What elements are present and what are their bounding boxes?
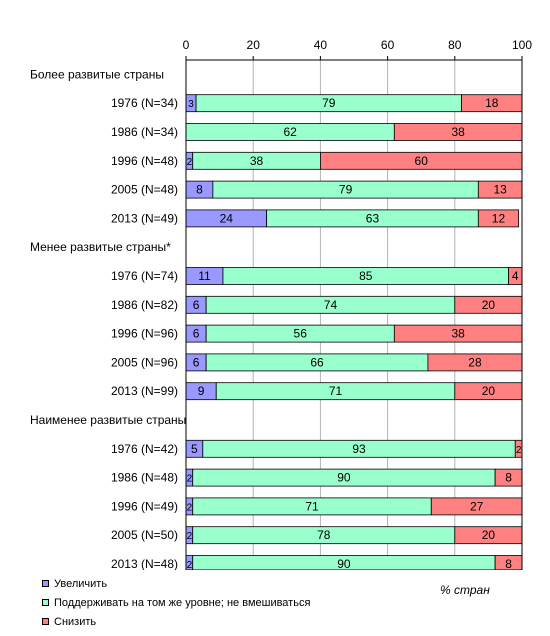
category-label: 1976 (N=42) (111, 442, 178, 456)
data-label-increase: 24 (220, 211, 234, 225)
data-label-maintain: 38 (250, 154, 264, 168)
data-label-increase: 2 (187, 560, 193, 570)
legend-item-reduce: Снизить (42, 612, 310, 631)
data-label-maintain: 56 (294, 327, 308, 341)
data-label-increase: 8 (196, 183, 203, 197)
data-label-reduce: 27 (470, 499, 484, 513)
data-label-increase: 2 (187, 502, 193, 513)
group-label: Более развитые страны (30, 67, 164, 81)
data-label-reduce: 12 (492, 211, 506, 225)
x-tick-label: 80 (448, 38, 462, 52)
category-label: 2013 (N=48) (111, 557, 178, 570)
category-label: 1996 (N=48) (111, 154, 178, 168)
x-tick-label: 20 (247, 38, 261, 52)
data-label-increase: 2 (187, 474, 193, 485)
data-label-maintain: 90 (337, 471, 351, 485)
data-label-reduce: 13 (493, 183, 507, 197)
data-label-maintain: 93 (352, 442, 366, 456)
data-label-reduce: 60 (415, 154, 429, 168)
legend: Увеличить Поддерживать на том же уровне;… (42, 574, 310, 631)
legend-swatch-maintain (42, 599, 49, 606)
legend-label-increase: Увеличить (54, 577, 108, 590)
category-label: 2005 (N=96) (111, 355, 178, 369)
data-label-increase: 6 (193, 355, 200, 369)
x-tick-label: 0 (183, 38, 190, 52)
data-label-reduce: 38 (451, 125, 465, 139)
data-label-maintain: 62 (283, 125, 297, 139)
legend-label-reduce: Снизить (54, 615, 97, 628)
data-label-maintain: 71 (329, 384, 343, 398)
data-label-increase: 3 (188, 99, 194, 110)
data-label-increase: 5 (191, 442, 198, 456)
group-label: Наименее развитые страны (30, 413, 186, 427)
data-label-reduce: 4 (512, 269, 519, 283)
data-label-maintain: 90 (337, 557, 351, 570)
plot-frame (185, 59, 523, 570)
category-label: 1986 (N=48) (111, 471, 178, 485)
category-label: 1986 (N=34) (111, 125, 178, 139)
axis-unit-label: % стран (440, 583, 490, 597)
legend-item-maintain: Поддерживать на том же уровне; не вмешив… (42, 593, 310, 612)
group-label: Менее развитые страны* (30, 240, 171, 254)
category-label: 2013 (N=99) (111, 384, 178, 398)
data-label-reduce: 8 (505, 557, 512, 570)
legend-swatch-increase (42, 580, 49, 587)
data-label-maintain: 79 (322, 96, 336, 110)
bar-reduce (477, 209, 520, 228)
stacked-bar-chart: 0 20 40 60 80 100 Более развитые страны 1976 (N… (30, 38, 532, 570)
data-label-maintain: 71 (305, 499, 319, 513)
data-label-maintain: 66 (310, 355, 324, 369)
data-label-increase: 11 (198, 269, 211, 283)
data-label-maintain: 63 (366, 211, 380, 225)
legend-item-increase: Увеличить (42, 574, 310, 593)
data-label-maintain: 78 (317, 528, 331, 542)
data-label-reduce: 18 (485, 96, 499, 110)
data-label-increase: 2 (187, 157, 193, 168)
category-label: 1986 (N=82) (111, 298, 178, 312)
x-tick-label: 60 (381, 38, 395, 52)
category-label: 2005 (N=50) (111, 528, 178, 542)
data-label-maintain: 79 (339, 183, 353, 197)
category-label: 1976 (N=74) (111, 269, 178, 283)
x-tick-label: 100 (512, 38, 532, 52)
category-label: 1976 (N=34) (111, 96, 178, 110)
data-label-reduce: 20 (482, 384, 496, 398)
data-label-increase: 6 (193, 327, 200, 341)
x-tick-label: 40 (314, 38, 328, 52)
category-label: 2005 (N=48) (111, 183, 178, 197)
category-label: 2013 (N=49) (111, 211, 178, 225)
data-label-increase: 9 (198, 384, 205, 398)
data-label-maintain: 74 (324, 298, 338, 312)
data-label-reduce: 2 (516, 445, 522, 456)
data-label-reduce: 8 (505, 471, 512, 485)
category-label: 1996 (N=96) (111, 327, 178, 341)
legend-swatch-reduce (42, 618, 49, 625)
data-label-increase: 6 (193, 298, 200, 312)
legend-label-maintain: Поддерживать на том же уровне; не вмешив… (54, 596, 311, 609)
data-label-reduce: 28 (468, 355, 482, 369)
data-label-maintain: 85 (359, 269, 373, 283)
data-label-reduce: 38 (451, 327, 465, 341)
data-label-reduce: 20 (482, 528, 496, 542)
data-label-reduce: 20 (482, 298, 496, 312)
data-label-increase: 2 (187, 531, 193, 542)
category-label: 1996 (N=49) (111, 499, 178, 513)
